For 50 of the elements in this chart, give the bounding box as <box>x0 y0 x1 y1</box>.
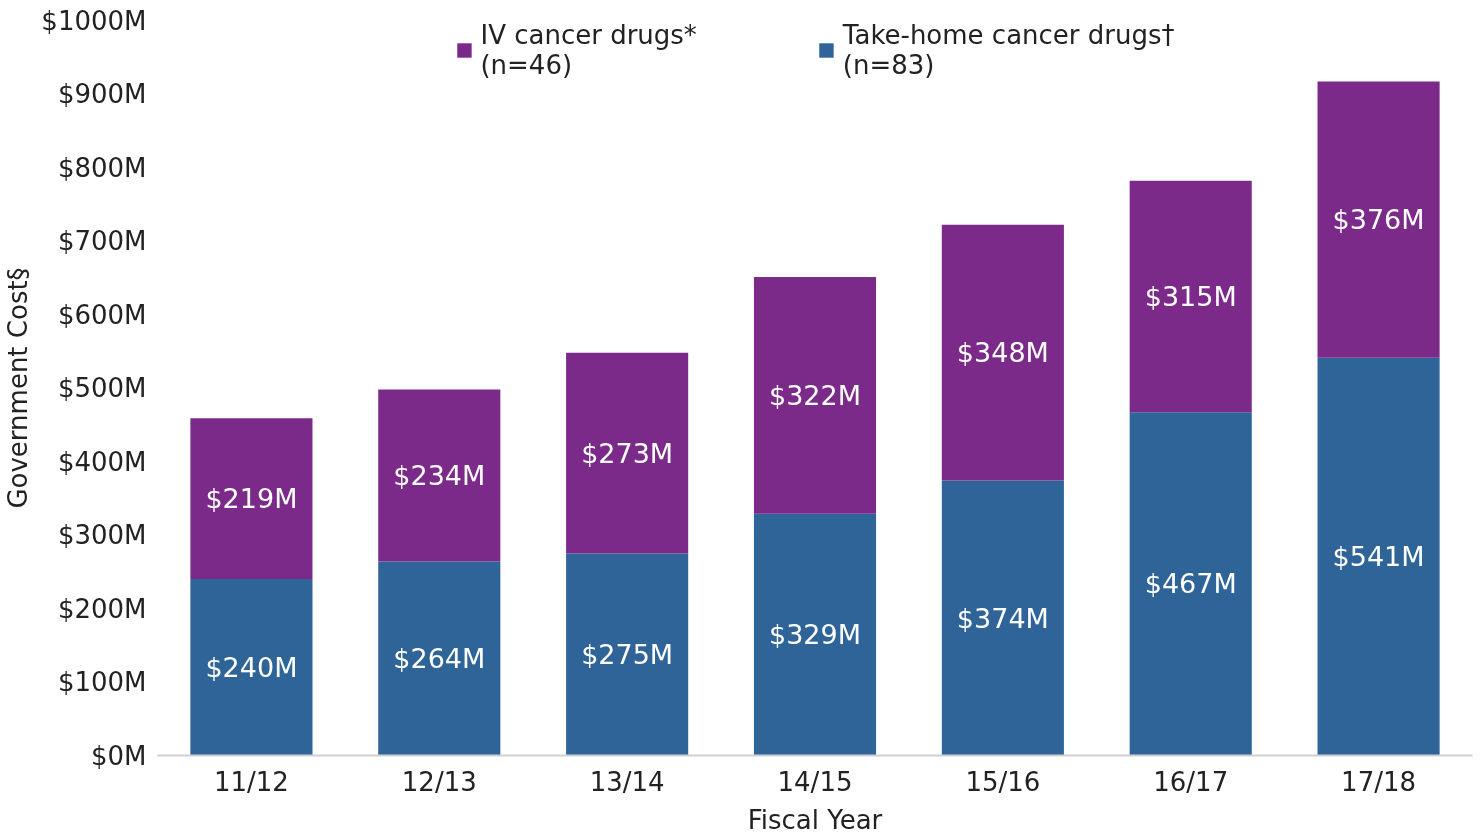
bar <box>566 352 689 554</box>
bar <box>190 418 313 580</box>
data-label: $329M <box>769 619 862 651</box>
y-tick-label: $600M <box>57 299 147 330</box>
y-axis-title: Government Cost§ <box>3 267 34 509</box>
data-label: $264M <box>393 642 486 674</box>
y-tick-label: $800M <box>57 152 147 183</box>
x-tick-label: 16/17 <box>1153 766 1229 797</box>
bar <box>1317 81 1440 358</box>
y-tick-label: $100M <box>57 667 147 697</box>
legend-label: IV cancer drugs* (n=46) <box>480 20 697 80</box>
bar <box>378 561 501 756</box>
data-label: $315M <box>1144 280 1237 312</box>
data-label: $348M <box>956 337 1049 369</box>
bar <box>1129 180 1252 413</box>
data-label: $374M <box>956 602 1049 634</box>
y-tick-label: $1000M <box>41 5 147 36</box>
data-label: $219M <box>205 483 298 515</box>
y-tick-label: $0M <box>90 740 147 771</box>
bar <box>1317 357 1440 756</box>
data-label: $275M <box>581 638 674 670</box>
x-tick-label: 15/16 <box>965 766 1041 797</box>
bar <box>753 277 877 514</box>
bar <box>378 389 501 562</box>
legend-label: Take-home cancer drugs† (n=83) <box>842 20 1175 80</box>
bar <box>941 224 1064 481</box>
y-tick-label: $300M <box>57 520 147 550</box>
x-tick-label: 17/18 <box>1341 766 1417 797</box>
x-axis-title: Fiscal Year <box>747 804 883 835</box>
x-tick-label: 12/13 <box>401 766 477 797</box>
data-label: $467M <box>1144 568 1237 600</box>
data-label: $240M <box>205 651 298 683</box>
x-tick-label: 11/12 <box>213 766 289 797</box>
bar <box>566 553 689 756</box>
x-tick-label: 13/14 <box>589 766 665 797</box>
data-label: $273M <box>581 437 674 469</box>
data-label: $322M <box>769 379 862 411</box>
data-label: $541M <box>1332 541 1425 573</box>
bar <box>753 513 877 756</box>
x-tick-label: 14/15 <box>777 766 853 797</box>
y-tick-label: $200M <box>57 593 147 624</box>
bar <box>190 579 313 756</box>
y-tick-label: $500M <box>57 373 147 403</box>
bar <box>1129 412 1252 756</box>
data-label: $234M <box>393 459 486 491</box>
bar <box>941 480 1064 756</box>
y-tick-label: $900M <box>57 79 147 109</box>
y-tick-label: $700M <box>57 226 147 256</box>
y-tick-label: $400M <box>57 446 147 477</box>
data-label: $376M <box>1332 204 1425 236</box>
